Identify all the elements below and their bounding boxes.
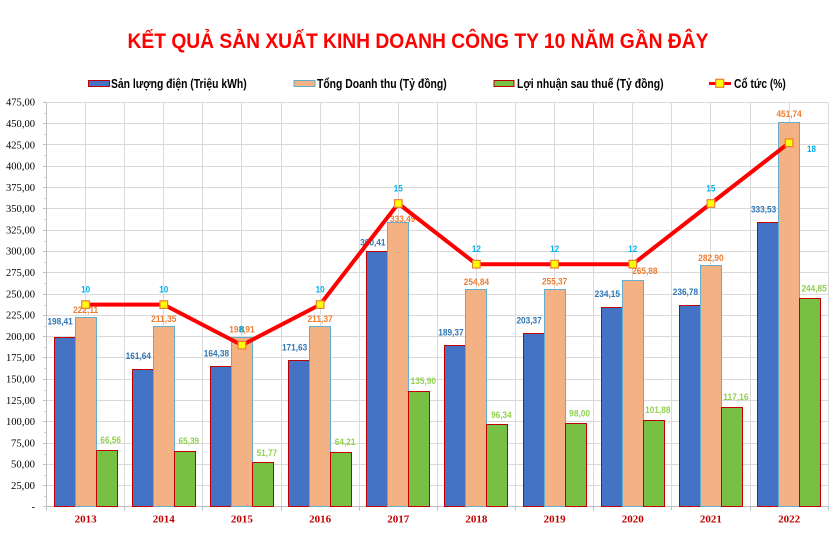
svg-text:450,00: 450,00 — [6, 119, 35, 130]
svg-text:198,41: 198,41 — [47, 316, 73, 327]
svg-text:275,00: 275,00 — [6, 268, 35, 279]
svg-text:164,38: 164,38 — [204, 349, 229, 360]
svg-text:101,88: 101,88 — [645, 405, 670, 416]
svg-text:Tổng Doanh thu (Tỷ đồng): Tổng Doanh thu (Tỷ đồng) — [317, 76, 447, 91]
svg-text:12: 12 — [628, 244, 637, 255]
svg-text:12: 12 — [472, 244, 481, 255]
svg-text:135,90: 135,90 — [411, 376, 436, 387]
svg-text:2013: 2013 — [75, 515, 97, 526]
svg-text:350,00: 350,00 — [6, 204, 35, 215]
svg-text:425,00: 425,00 — [6, 140, 35, 151]
svg-text:244,85: 244,85 — [801, 283, 827, 294]
svg-text:50,00: 50,00 — [11, 460, 35, 471]
svg-text:10: 10 — [159, 285, 168, 296]
svg-text:98,00: 98,00 — [569, 408, 590, 419]
svg-text:250,00: 250,00 — [6, 289, 35, 300]
svg-text:Sản lượng điện (Triệu kWh): Sản lượng điện (Triệu kWh) — [111, 76, 247, 91]
svg-text:2014: 2014 — [153, 515, 175, 526]
svg-text:203,37: 203,37 — [516, 315, 541, 326]
svg-text:64,21: 64,21 — [335, 437, 356, 448]
svg-text:211,35: 211,35 — [151, 314, 177, 325]
svg-text:475,00: 475,00 — [6, 98, 35, 109]
svg-text:2020: 2020 — [622, 515, 644, 526]
svg-text:66,56: 66,56 — [100, 435, 121, 446]
svg-text:KẾT QUẢ SẢN XUẤT KINH DOANH CÔ: KẾT QUẢ SẢN XUẤT KINH DOANH CÔNG TY 10 N… — [128, 29, 709, 53]
svg-text:25,00: 25,00 — [11, 481, 35, 492]
svg-text:Lợi nhuận sau thuế (Tỷ đồng): Lợi nhuận sau thuế (Tỷ đồng) — [517, 76, 664, 91]
svg-text:325,00: 325,00 — [6, 225, 35, 236]
svg-text:333,49: 333,49 — [390, 214, 415, 225]
svg-text:2022: 2022 — [778, 515, 800, 526]
svg-text:300,41: 300,41 — [360, 238, 386, 249]
svg-text:125,00: 125,00 — [6, 396, 35, 407]
svg-text:222,11: 222,11 — [73, 305, 99, 316]
svg-text:12: 12 — [550, 244, 559, 255]
svg-text:96,34: 96,34 — [491, 410, 512, 421]
svg-text:198,91: 198,91 — [229, 325, 255, 336]
svg-text:51,77: 51,77 — [257, 448, 278, 459]
svg-text:100,00: 100,00 — [6, 417, 35, 428]
svg-text:8: 8 — [239, 325, 244, 336]
svg-text:161,64: 161,64 — [126, 351, 152, 362]
svg-text:10: 10 — [316, 285, 325, 296]
svg-text:236,78: 236,78 — [673, 287, 698, 298]
svg-text:333,53: 333,53 — [751, 205, 776, 216]
svg-text:255,37: 255,37 — [542, 276, 567, 287]
svg-text:2017: 2017 — [387, 515, 409, 526]
svg-text:2021: 2021 — [700, 515, 722, 526]
svg-text:117,16: 117,16 — [723, 392, 748, 403]
svg-text:200,00: 200,00 — [6, 332, 35, 343]
svg-text:300,00: 300,00 — [6, 247, 35, 258]
svg-text:2019: 2019 — [544, 515, 566, 526]
svg-text:175,00: 175,00 — [6, 353, 35, 364]
svg-text:451,74: 451,74 — [776, 109, 802, 120]
svg-text:234,15: 234,15 — [595, 289, 621, 300]
svg-text:189,37: 189,37 — [438, 327, 463, 338]
svg-text:10: 10 — [81, 285, 90, 296]
svg-text:171,63: 171,63 — [282, 342, 307, 353]
svg-text:15: 15 — [706, 184, 716, 195]
svg-text:75,00: 75,00 — [11, 438, 35, 449]
svg-text:2015: 2015 — [231, 515, 253, 526]
svg-text:15: 15 — [394, 184, 404, 195]
svg-text:254,84: 254,84 — [464, 277, 490, 288]
svg-text:Cổ tức (%): Cổ tức (%) — [734, 76, 786, 91]
svg-text:282,90: 282,90 — [698, 253, 723, 264]
svg-text:18: 18 — [807, 144, 816, 155]
svg-text:65,39: 65,39 — [179, 436, 200, 447]
svg-text:265,88: 265,88 — [632, 266, 657, 277]
svg-text:375,00: 375,00 — [6, 183, 35, 194]
svg-text:-: - — [32, 502, 35, 513]
svg-text:2016: 2016 — [309, 515, 331, 526]
svg-text:225,00: 225,00 — [6, 311, 35, 322]
svg-text:211,37: 211,37 — [307, 314, 332, 325]
svg-text:150,00: 150,00 — [6, 375, 35, 386]
svg-text:2018: 2018 — [465, 515, 487, 526]
svg-text:400,00: 400,00 — [6, 162, 35, 173]
